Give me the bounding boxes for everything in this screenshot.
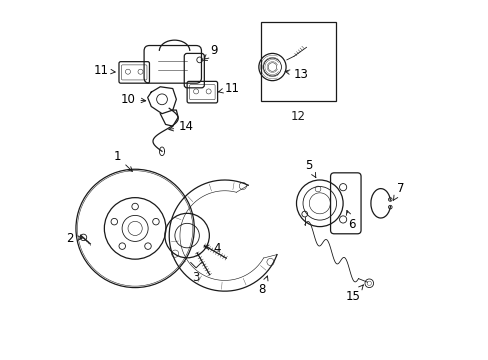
Text: 8: 8 [258,276,267,296]
Text: 6: 6 [346,211,355,231]
Text: 15: 15 [345,285,363,303]
Text: 3: 3 [192,271,200,284]
Bar [260,22,335,101]
Text: 9: 9 [203,44,217,59]
Text: 4: 4 [204,242,221,255]
Text: 2: 2 [66,231,82,244]
Text: 1: 1 [113,150,132,171]
Text: 11: 11 [93,64,115,77]
Text: 5: 5 [305,159,315,177]
Text: 14: 14 [168,120,194,133]
Text: 12: 12 [290,110,305,123]
Text: 13: 13 [285,68,308,81]
Text: 11: 11 [218,82,239,95]
Text: 7: 7 [392,183,404,201]
Text: 10: 10 [120,93,145,106]
